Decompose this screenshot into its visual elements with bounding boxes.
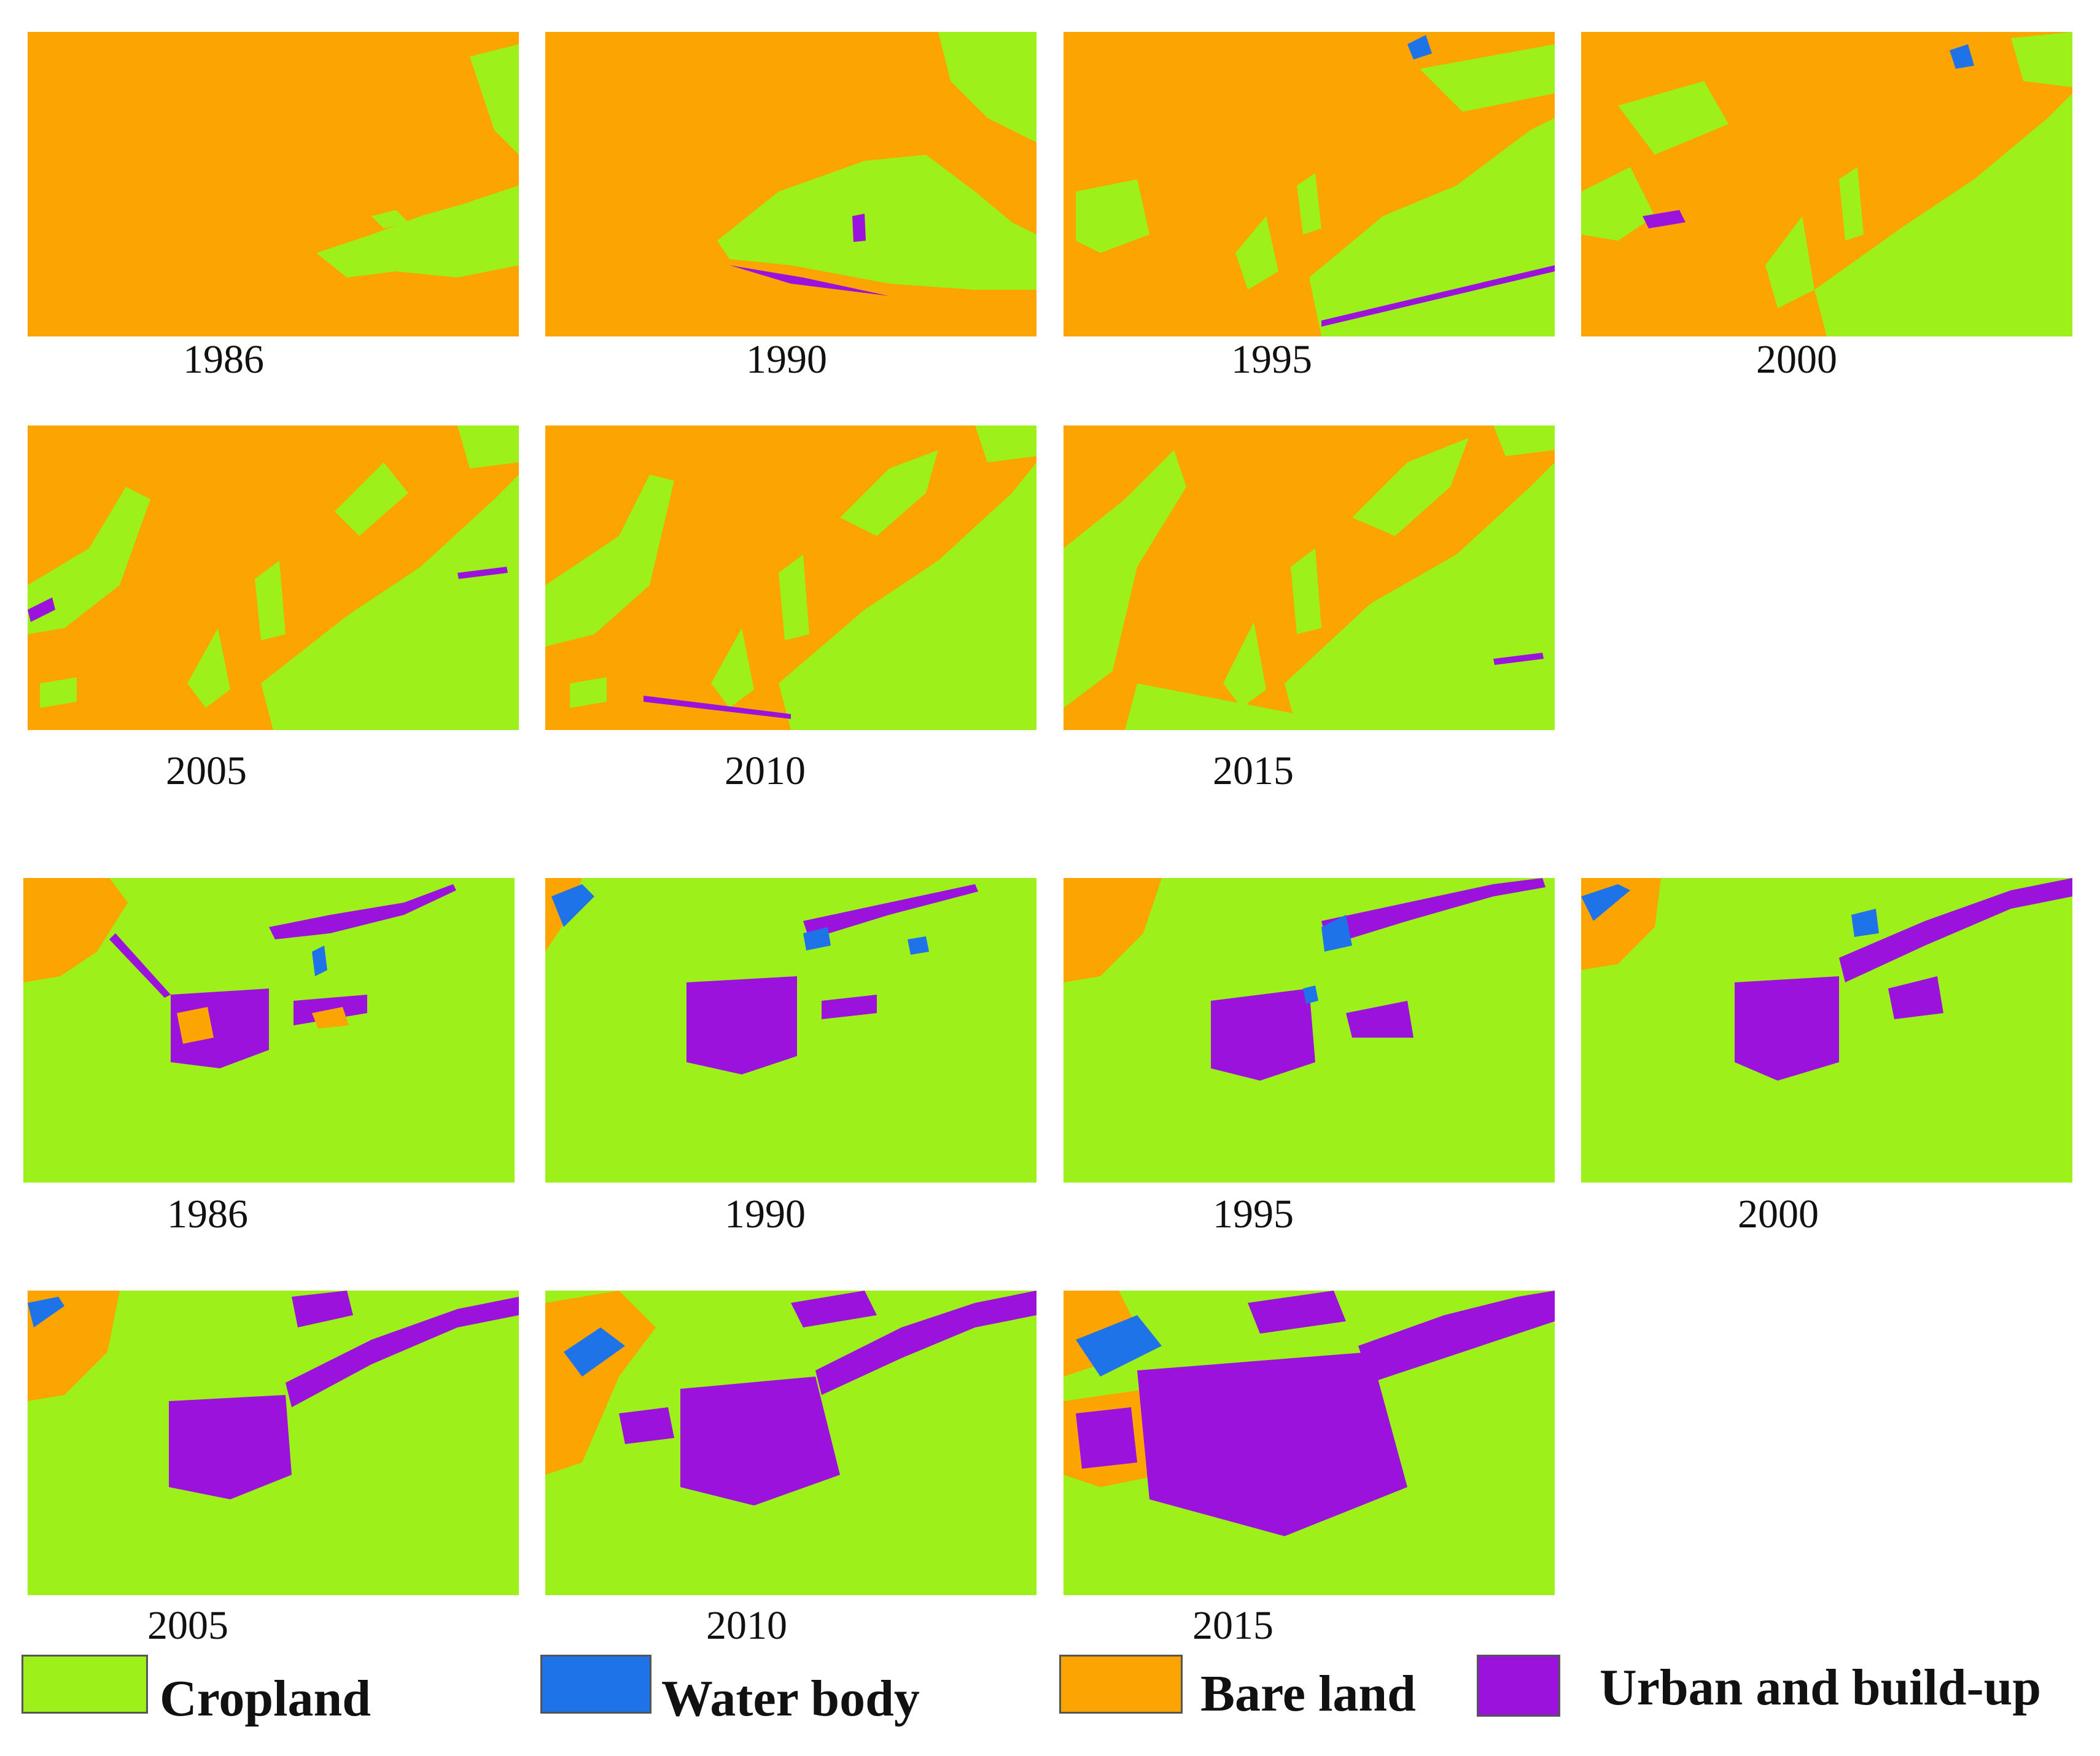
map-panel-b-2000 xyxy=(1581,878,2072,1183)
map-panel-b-1990 xyxy=(545,878,1036,1183)
year-label-b-2000: 2000 xyxy=(1738,1192,1819,1237)
map-panel-a-2010 xyxy=(545,425,1036,730)
year-label-a-2005: 2005 xyxy=(166,748,247,793)
year-label-a-1986: 1986 xyxy=(183,337,264,382)
legend-swatch-bare-land xyxy=(1059,1655,1183,1714)
year-label-a-2010: 2010 xyxy=(725,748,806,793)
year-label-b-1995: 1995 xyxy=(1213,1192,1294,1237)
map-panel-b-2005 xyxy=(28,1291,519,1595)
map-panel-b-1986 xyxy=(23,878,515,1183)
year-label-b-1990: 1990 xyxy=(725,1192,806,1237)
year-label-a-2000: 2000 xyxy=(1756,337,1837,382)
legend-swatch-cropland xyxy=(21,1655,148,1714)
map-panel-a-1995 xyxy=(1064,32,1555,336)
legend-swatch-urban xyxy=(1477,1655,1560,1717)
year-label-a-1990: 1990 xyxy=(746,337,827,382)
legend-label-cropland: Cropland xyxy=(160,1670,371,1727)
year-label-b-1986: 1986 xyxy=(167,1192,248,1237)
legend-swatch-water-body xyxy=(540,1655,651,1714)
year-label-b-2015: 2015 xyxy=(1192,1603,1274,1648)
year-label-b-2010: 2010 xyxy=(706,1603,787,1648)
year-label-a-2015: 2015 xyxy=(1213,748,1294,793)
year-label-b-2005: 2005 xyxy=(147,1603,228,1648)
legend-label-bare-land: Bare land xyxy=(1200,1665,1416,1722)
legend-label-water-body: Water body xyxy=(661,1670,920,1727)
map-panel-a-1990 xyxy=(545,32,1036,336)
legend-label-urban: Urban and build-up xyxy=(1600,1659,2042,1716)
map-panel-b-2015 xyxy=(1064,1291,1555,1595)
map-panel-a-2015 xyxy=(1064,425,1555,730)
map-panel-a-2000 xyxy=(1581,32,2072,336)
map-panel-b-2010 xyxy=(545,1291,1036,1595)
map-panel-a-2005 xyxy=(28,425,519,730)
map-panel-b-1995 xyxy=(1064,878,1555,1183)
year-label-a-1995: 1995 xyxy=(1231,337,1312,382)
map-panel-a-1986 xyxy=(28,32,519,336)
